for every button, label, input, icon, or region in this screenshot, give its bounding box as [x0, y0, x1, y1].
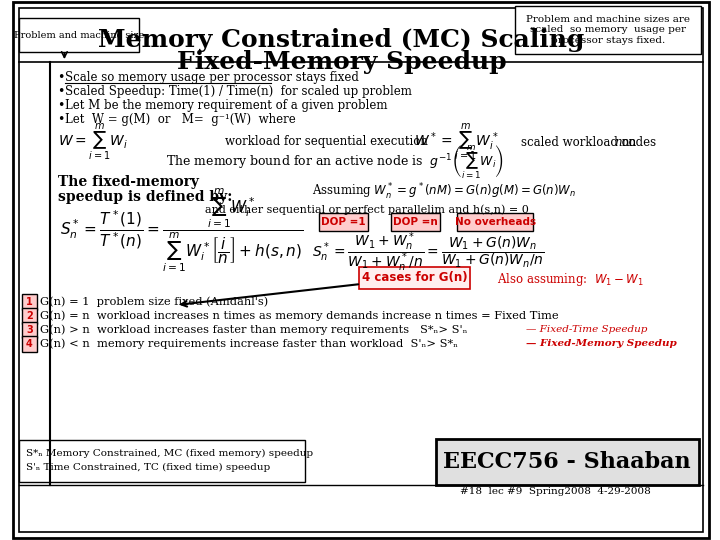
Text: G(n) < n  memory requirements increase faster than workload  S'ₙ> S*ₙ: G(n) < n memory requirements increase fa… — [40, 339, 465, 349]
Text: $S^*_n = \dfrac{W_1 + W^*_n}{W_1 + W^*_n/n} = \dfrac{W_1 + G(n)W_n}{W_1 + G(n)W_: $S^*_n = \dfrac{W_1 + W^*_n}{W_1 + W^*_n… — [312, 230, 545, 274]
Text: DOP =n: DOP =n — [393, 217, 438, 227]
Text: S'ₙ Time Constrained, TC (fixed time) speedup: S'ₙ Time Constrained, TC (fixed time) sp… — [25, 462, 270, 471]
FancyBboxPatch shape — [13, 2, 709, 538]
Text: •: • — [58, 85, 65, 98]
FancyBboxPatch shape — [22, 336, 37, 352]
Text: Memory Constrained (MC) Scaling: Memory Constrained (MC) Scaling — [99, 28, 585, 52]
Text: Problem and machine size: Problem and machine size — [14, 30, 144, 39]
Text: •: • — [58, 113, 65, 126]
FancyBboxPatch shape — [515, 6, 701, 54]
Text: n: n — [613, 136, 621, 148]
Text: Fixed-Memory Speedup: Fixed-Memory Speedup — [176, 50, 506, 74]
Text: 3: 3 — [26, 325, 33, 335]
FancyBboxPatch shape — [19, 440, 305, 482]
Text: G(n) > n  workload increases faster than memory requirements   S*ₙ> S'ₙ: G(n) > n workload increases faster than … — [40, 325, 475, 335]
Text: The fixed-memory: The fixed-memory — [58, 175, 199, 189]
Text: S*ₙ Memory Constrained, MC (fixed memory) speedup: S*ₙ Memory Constrained, MC (fixed memory… — [25, 448, 312, 457]
Text: and either sequential or perfect parallelim and h(s,n) = 0: and either sequential or perfect paralle… — [205, 205, 529, 215]
Text: No overheads: No overheads — [454, 217, 536, 227]
Text: Scaled Speedup: Time(1) / Time(n)  for scaled up problem: Scaled Speedup: Time(1) / Time(n) for sc… — [66, 85, 413, 98]
Text: $W^* = \sum_{i=1}^{m} W^*_i$: $W^* = \sum_{i=1}^{m} W^*_i$ — [415, 122, 499, 163]
Text: $W = \sum_{i=1}^{m} W_i$: $W = \sum_{i=1}^{m} W_i$ — [58, 122, 127, 163]
Text: Let M be the memory requirement of a given problem: Let M be the memory requirement of a giv… — [66, 99, 388, 112]
Text: — Fixed-Time Speedup: — Fixed-Time Speedup — [526, 326, 647, 334]
Text: speedup is defined by:: speedup is defined by: — [58, 190, 232, 204]
FancyBboxPatch shape — [22, 308, 37, 324]
FancyBboxPatch shape — [19, 8, 703, 532]
Text: •: • — [58, 71, 65, 84]
Text: nodes: nodes — [621, 136, 657, 148]
Text: 1: 1 — [26, 297, 33, 307]
Text: — Fixed-Memory Speedup: — Fixed-Memory Speedup — [526, 340, 677, 348]
Text: #18  lec #9  Spring2008  4-29-2008: #18 lec #9 Spring2008 4-29-2008 — [460, 488, 651, 496]
Text: G(n) = n  workload increases n times as memory demands increase n times = Fixed : G(n) = n workload increases n times as m… — [40, 310, 559, 321]
FancyBboxPatch shape — [436, 439, 699, 485]
Text: $S^*_n = \dfrac{T^*(1)}{T^*(n)} = \dfrac{\sum_{i=1}^{m} W^*_i}{\sum_{i=1}^{m} W^: $S^*_n = \dfrac{T^*(1)}{T^*(n)} = \dfrac… — [60, 186, 303, 274]
Text: Scale so memory usage per processor stays fixed: Scale so memory usage per processor stay… — [66, 71, 359, 84]
FancyBboxPatch shape — [22, 322, 37, 338]
Text: 4 cases for G(n): 4 cases for G(n) — [361, 272, 467, 285]
Text: The memory bound for an active node is  $g^{-1}\left(\sum_{i=1}^{m} W_i\right)$: The memory bound for an active node is $… — [166, 143, 505, 181]
FancyBboxPatch shape — [22, 294, 37, 310]
Text: Let  W = g(M)  or   M=  g⁻¹(W)  where: Let W = g(M) or M= g⁻¹(W) where — [66, 113, 296, 126]
Text: G(n) = 1  problem size fixed (Amdahl's): G(n) = 1 problem size fixed (Amdahl's) — [40, 296, 269, 307]
FancyBboxPatch shape — [19, 18, 139, 52]
Text: 2: 2 — [26, 311, 33, 321]
Text: workload for sequential execution: workload for sequential execution — [225, 136, 428, 148]
FancyBboxPatch shape — [319, 213, 368, 231]
FancyBboxPatch shape — [457, 213, 533, 231]
Text: Problem and machine sizes are
scaled  so memory  usage per
processor stays fixed: Problem and machine sizes are scaled so … — [526, 15, 690, 45]
FancyBboxPatch shape — [391, 213, 440, 231]
Text: EECC756 - Shaaban: EECC756 - Shaaban — [444, 451, 690, 473]
FancyBboxPatch shape — [359, 267, 469, 289]
Text: Also assuming:  $W_1 - W_1$: Also assuming: $W_1 - W_1$ — [497, 272, 644, 288]
Text: scaled workload on: scaled workload on — [521, 136, 636, 148]
Text: Assuming $W^*_n = g^*(nM) = G(n)g(M) = G(n)W_n$: Assuming $W^*_n = g^*(nM) = G(n)g(M) = G… — [312, 182, 577, 202]
Text: •: • — [58, 99, 65, 112]
Text: DOP =1: DOP =1 — [321, 217, 366, 227]
Text: 4: 4 — [26, 339, 33, 349]
